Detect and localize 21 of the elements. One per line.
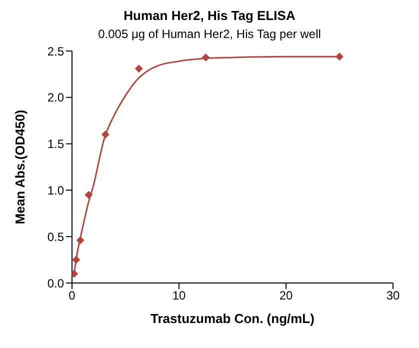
y-axis-title: Mean Abs.(OD450) (12, 110, 28, 224)
x-tick-label: 10 (172, 288, 186, 303)
x-tick-label: 20 (279, 288, 293, 303)
y-tick-label: 2.5 (47, 44, 64, 58)
point (76, 236, 84, 244)
x-axis-title: Trastuzumab Con. (ng/mL) (150, 311, 314, 326)
point (84, 190, 93, 199)
y-tick-label: 2.0 (47, 90, 64, 105)
y-tick-label: 0.0 (47, 276, 64, 290)
point (72, 256, 80, 264)
point (202, 53, 210, 62)
y-tick-label: 1.0 (47, 183, 64, 198)
x-tick-label: 30 (386, 288, 400, 303)
y-tick-label: 1.5 (47, 137, 64, 152)
point (134, 64, 143, 73)
chart-subtitle: 0.005 μg of Human Her2, His Tag per well (97, 27, 322, 41)
point (101, 130, 110, 139)
y-tick-label: 0.5 (47, 230, 64, 244)
x-tick-label: 0 (68, 288, 76, 303)
chart-title: Human Her2, His Tag ELISA (122, 8, 296, 23)
point (336, 52, 344, 61)
